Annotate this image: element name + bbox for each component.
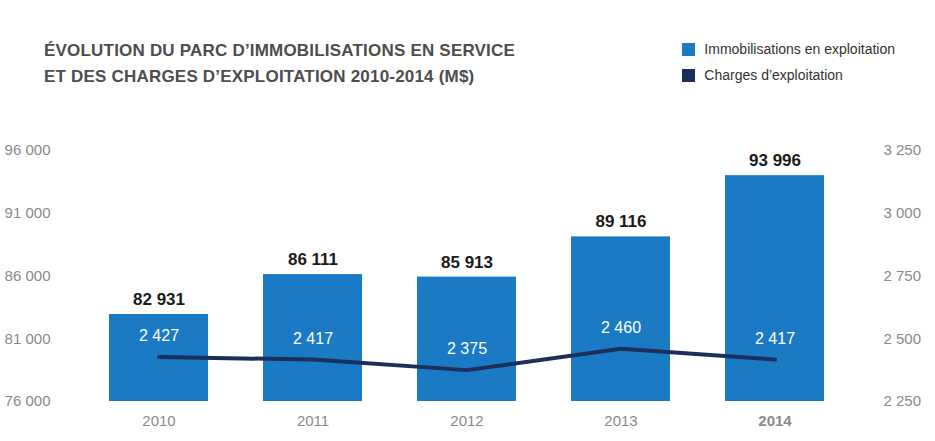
html-text:Immobilisations en exploitatio: Immobilisations en exploitation <box>704 41 895 57</box>
svg-text:86 000: 86 000 <box>5 267 51 284</box>
svg-text:2013: 2013 <box>604 412 637 429</box>
svg-text:82 931: 82 931 <box>133 290 185 309</box>
svg-text:2011: 2011 <box>297 412 329 429</box>
svg-text:2 500: 2 500 <box>884 330 922 347</box>
svg-text:81 000: 81 000 <box>5 330 51 347</box>
svg-text:2012: 2012 <box>450 412 483 429</box>
svg-text:76 000: 76 000 <box>5 392 51 409</box>
svg-text:91 000: 91 000 <box>5 204 51 221</box>
svg-text:85 913: 85 913 <box>441 253 493 272</box>
svg-text:2014: 2014 <box>758 412 792 429</box>
svg-text:2 417: 2 417 <box>755 330 795 347</box>
svg-text:2 417: 2 417 <box>293 330 333 347</box>
svg-text:2 250: 2 250 <box>884 392 922 409</box>
html-text:ÉVOLUTION DU PARC D’IMMOBILISA: ÉVOLUTION DU PARC D’IMMOBILISATIONS EN S… <box>44 41 516 86</box>
svg-text:3 000: 3 000 <box>884 204 922 221</box>
svg-text:2 427: 2 427 <box>139 327 179 344</box>
svg-text:86 111: 86 111 <box>288 250 338 269</box>
svg-text:2010: 2010 <box>142 412 175 429</box>
svg-text:93 996: 93 996 <box>749 151 801 170</box>
svg-text:3 250: 3 250 <box>884 141 922 158</box>
html-text:Charges d’exploitation: Charges d’exploitation <box>704 67 843 83</box>
svg-text:89 116: 89 116 <box>595 212 646 231</box>
svg-text:96 000: 96 000 <box>5 141 51 158</box>
svg-text:2 460: 2 460 <box>601 319 641 336</box>
svg-text:2 750: 2 750 <box>884 267 922 284</box>
svg-text:2 375: 2 375 <box>447 340 487 357</box>
